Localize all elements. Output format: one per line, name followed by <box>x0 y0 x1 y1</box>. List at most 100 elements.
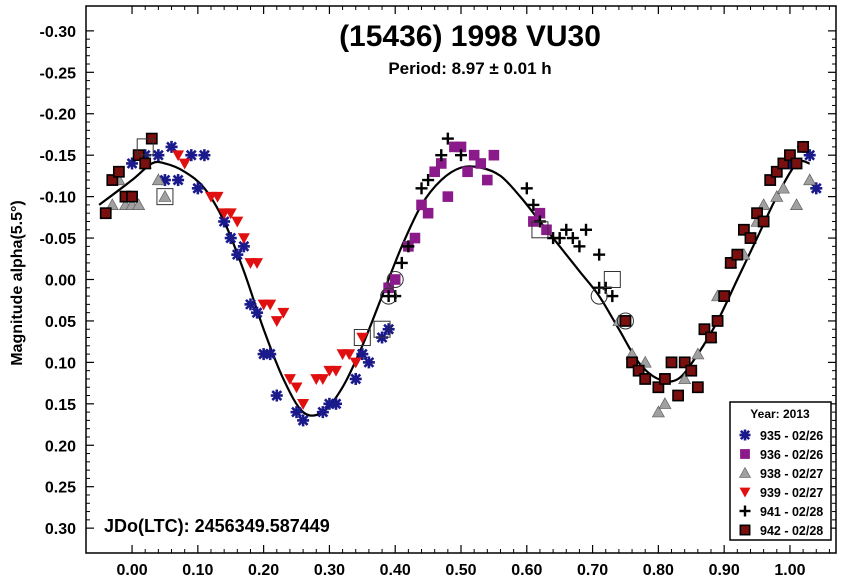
data-point <box>165 140 178 153</box>
data-point <box>415 182 428 195</box>
data-point <box>606 290 619 303</box>
asterisk-stroke <box>218 216 230 227</box>
data-point <box>237 240 250 253</box>
legend-label: 938 - 02/27 <box>760 467 823 481</box>
y-tick-label: 0.15 <box>45 397 76 414</box>
data-point <box>632 364 645 377</box>
highlight-square <box>373 320 391 338</box>
data-point <box>777 157 790 170</box>
data-point <box>244 298 257 311</box>
asterisk-stroke <box>192 182 204 194</box>
data-point <box>770 165 783 178</box>
data-point <box>520 182 533 195</box>
data-point <box>651 405 665 418</box>
data-point <box>731 248 744 261</box>
data-point <box>264 299 277 311</box>
asterisk-stroke <box>810 182 822 194</box>
highlight-square <box>136 138 154 156</box>
data-point <box>744 232 757 244</box>
data-point <box>482 174 493 186</box>
plot-area <box>85 5 837 554</box>
data-point <box>790 157 803 170</box>
legend-marker <box>739 524 751 536</box>
data-point <box>178 158 191 170</box>
data-point <box>99 207 112 220</box>
data-point <box>784 149 796 162</box>
data-point <box>429 166 440 178</box>
asterisk-stroke <box>356 348 368 360</box>
x-tick-label: 0.60 <box>511 562 542 579</box>
data-point <box>619 315 632 327</box>
y-tick-label: -0.15 <box>40 148 77 165</box>
x-tick-label: 0.10 <box>182 562 213 579</box>
legend: Year: 2013 935 - 02/26 936 - 02/26 938 - 0… <box>729 401 832 541</box>
legend-marker <box>738 466 752 478</box>
asterisk-stroke <box>245 298 256 310</box>
data-point <box>797 140 810 153</box>
highlight-circle <box>380 287 398 305</box>
asterisk-stroke <box>297 414 309 426</box>
data-point <box>349 357 362 369</box>
y-axis-label: Magnitude alpha(5.5°) <box>9 200 26 366</box>
data-point <box>705 331 717 344</box>
data-point <box>580 223 592 236</box>
highlight-square <box>353 329 371 347</box>
data-point <box>132 198 146 211</box>
data-point <box>362 356 375 369</box>
asterisk-stroke <box>804 149 816 161</box>
data-point <box>691 347 705 360</box>
x-tick-label: 0.90 <box>709 562 740 579</box>
asterisk-stroke <box>225 232 237 244</box>
x-tick-label: 0.70 <box>577 562 608 579</box>
axis-ticks <box>86 6 836 553</box>
asterisk-stroke <box>363 356 375 368</box>
y-tick-label: -0.20 <box>40 107 77 124</box>
data-point <box>270 316 283 327</box>
data-point <box>757 198 771 211</box>
data-point <box>105 198 119 211</box>
data-point <box>106 174 119 186</box>
data-point <box>776 181 790 194</box>
data-point <box>475 158 487 169</box>
x-tick-label: 0.50 <box>445 562 476 579</box>
asterisk-stroke <box>251 307 263 319</box>
data-point <box>566 232 579 245</box>
data-point <box>151 173 165 186</box>
x-tick-label: 0.30 <box>314 562 345 579</box>
data-point <box>691 381 704 394</box>
data-point <box>251 306 264 319</box>
data-point <box>389 274 401 285</box>
data-point <box>224 232 237 245</box>
data-point <box>211 191 224 203</box>
data-point <box>593 248 606 261</box>
asterisk-stroke <box>264 348 276 360</box>
asterisk-stroke <box>330 398 342 410</box>
data-point <box>283 374 296 385</box>
chart-subtitle: Period: 8.97 ± 0.01 h <box>388 59 551 78</box>
data-point <box>126 190 138 203</box>
x-tick-label: 0.20 <box>248 562 279 579</box>
data-point <box>560 223 573 236</box>
data-point <box>659 373 671 385</box>
data-point <box>442 191 454 202</box>
asterisk-stroke <box>152 149 164 161</box>
data-point <box>158 190 172 202</box>
data-point <box>172 150 185 162</box>
data-point <box>652 381 665 394</box>
asterisk-stroke <box>739 429 751 441</box>
data-point <box>270 389 283 402</box>
data-point <box>152 149 165 162</box>
x-tick-label: 0.40 <box>380 562 411 579</box>
data-point <box>441 132 454 145</box>
y-tick-label: 0.30 <box>45 521 76 538</box>
legend-marker <box>740 449 750 459</box>
data-point <box>672 389 685 402</box>
data-point <box>330 397 342 410</box>
data-point <box>290 406 303 419</box>
y-tick-label: -0.25 <box>40 65 77 82</box>
y-tick-label: 0.00 <box>45 273 76 290</box>
data-point <box>639 373 652 385</box>
asterisk-stroke <box>291 406 302 418</box>
legend-items: 935 - 02/26 936 - 02/26 938 - 02/27 939 - 0… <box>738 429 823 538</box>
